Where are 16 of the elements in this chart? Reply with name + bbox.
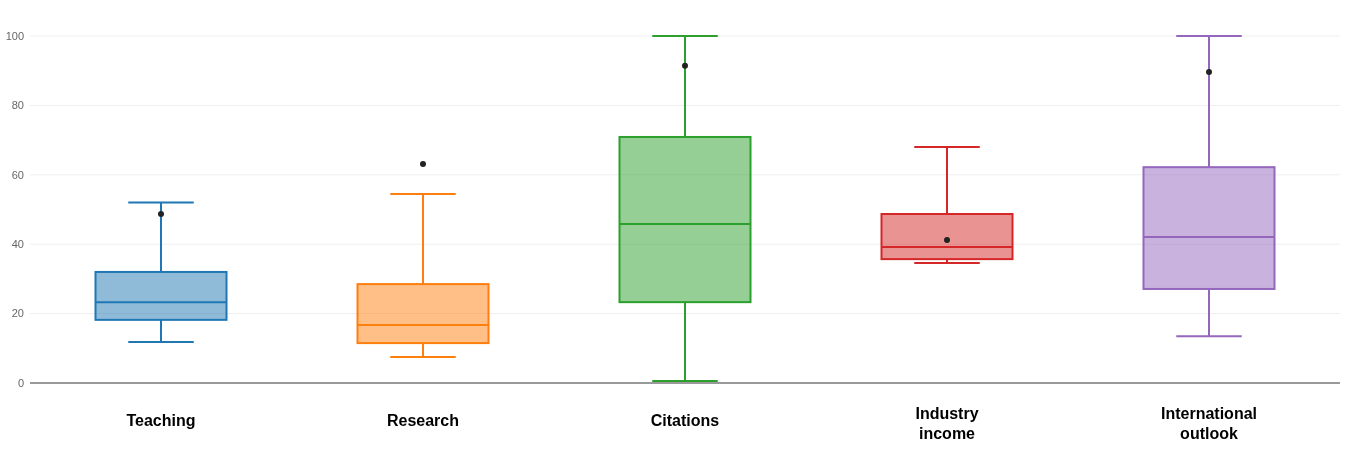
y-tick-label: 80 — [11, 99, 24, 112]
x-tick-label: Citations — [650, 412, 720, 429]
point — [420, 161, 426, 168]
point — [158, 211, 164, 218]
x-tick-label: Research — [386, 412, 460, 429]
y-tick-label: 20 — [11, 307, 24, 320]
y-tick-label: 0 — [17, 376, 24, 389]
y-tick-label: 60 — [11, 168, 24, 181]
point — [944, 237, 950, 244]
point — [1206, 69, 1212, 76]
point — [682, 62, 688, 69]
x-tick-label: Industry income — [915, 405, 979, 442]
y-tick-label: 100 — [5, 29, 24, 42]
x-tick-label: International outlook — [1160, 405, 1258, 442]
x-tick-label: Teaching — [126, 412, 196, 429]
y-tick-label: 40 — [11, 238, 24, 251]
